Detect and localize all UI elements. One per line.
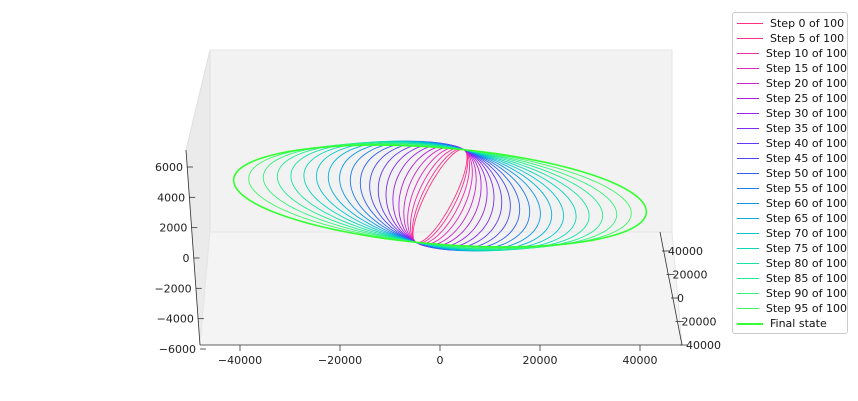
z-tick-label: 6000: [155, 161, 183, 174]
legend-entry: Step 25 of 100: [733, 91, 847, 106]
legend-swatch: [737, 83, 759, 84]
legend-entry: Step 0 of 100: [733, 16, 847, 31]
legend-swatch: [737, 308, 759, 309]
legend-label: Step 80 of 100: [765, 257, 847, 270]
legend-swatch: [737, 128, 759, 129]
legend-swatch: [737, 173, 759, 174]
legend-entry: Step 20 of 100: [733, 76, 847, 91]
legend-swatch: [737, 233, 759, 234]
legend-label: Step 30 of 100: [765, 107, 847, 120]
legend-entry: Step 45 of 100: [733, 151, 847, 166]
legend-label: Step 35 of 100: [765, 122, 847, 135]
y-tick-label: 40000: [686, 339, 721, 352]
legend-label: Step 95 of 100: [765, 302, 847, 315]
y-tick-label: 20000: [682, 316, 717, 329]
legend-entry: Final state: [733, 316, 847, 331]
y-tick-label: 0: [677, 292, 684, 305]
legend-swatch: [737, 113, 759, 114]
legend-entry: Step 30 of 100: [733, 106, 847, 121]
orbit-curves: [232, 140, 648, 252]
legend-label: Step 40 of 100: [765, 137, 847, 150]
legend-swatch: [737, 293, 759, 294]
legend-label: Step 25 of 100: [765, 92, 847, 105]
legend-entry: Step 90 of 100: [733, 286, 847, 301]
legend-swatch: [737, 23, 763, 24]
legend-label: Step 90 of 100: [765, 287, 847, 300]
legend-swatch: [737, 322, 763, 325]
legend-swatch: [737, 218, 759, 219]
legend-label: Step 20 of 100: [765, 77, 847, 90]
legend-swatch: [737, 263, 759, 264]
legend-entry: Step 95 of 100: [733, 301, 847, 316]
x-tick-label: −20000: [318, 354, 362, 367]
legend-entry: Step 80 of 100: [733, 256, 847, 271]
legend-label: Step 55 of 100: [765, 182, 847, 195]
legend-entry: Step 40 of 100: [733, 136, 847, 151]
legend-swatch: [737, 158, 759, 159]
z-tick-label: −2000: [154, 282, 191, 295]
z-axis-line: [185, 149, 201, 346]
orbit-final: [232, 144, 648, 248]
legend-entry: Step 85 of 100: [733, 271, 847, 286]
legend-label: Step 60 of 100: [765, 197, 847, 210]
legend-label: Step 50 of 100: [765, 167, 847, 180]
legend-swatch: [737, 278, 759, 279]
legend-entry: Step 55 of 100: [733, 181, 847, 196]
legend: Step 0 of 100 Step 5 of 100 Step 10 of 100…: [732, 12, 848, 334]
legend-swatch: [737, 143, 759, 144]
legend-swatch: [737, 98, 759, 99]
z-tick-label: 4000: [157, 191, 185, 204]
legend-label: Step 5 of 100: [770, 32, 845, 45]
legend-entry: Step 75 of 100: [733, 241, 847, 256]
legend-entry: Step 5 of 100: [733, 31, 847, 46]
legend-label: Step 0 of 100: [770, 17, 845, 30]
x-tick-label: 40000: [623, 354, 658, 367]
legend-label: Step 70 of 100: [765, 227, 847, 240]
legend-label: Step 10 of 100: [765, 47, 847, 60]
y-tick-label: 40000: [668, 245, 703, 258]
legend-swatch: [737, 53, 759, 54]
legend-swatch: [737, 203, 759, 204]
legend-swatch: [737, 248, 759, 249]
legend-entry: Step 65 of 100: [733, 211, 847, 226]
legend-entry: Step 50 of 100: [733, 166, 847, 181]
legend-label: Step 15 of 100: [765, 62, 847, 75]
z-tick-label: −4000: [157, 313, 194, 326]
legend-entry: Step 35 of 100: [733, 121, 847, 136]
legend-label: Step 85 of 100: [765, 272, 847, 285]
legend-entry: Step 10 of 100: [733, 46, 847, 61]
legend-label: Final state: [770, 317, 827, 330]
legend-entry: Step 60 of 100: [733, 196, 847, 211]
legend-entry: Step 15 of 100: [733, 61, 847, 76]
legend-swatch: [737, 38, 763, 39]
x-tick-label: 20000: [523, 354, 558, 367]
z-tick-label: −6000: [159, 343, 196, 356]
legend-label: Step 45 of 100: [765, 152, 847, 165]
y-tick-label: 20000: [673, 269, 708, 282]
legend-swatch: [737, 68, 759, 69]
legend-label: Step 65 of 100: [765, 212, 847, 225]
axis-ticks: −40000 −20000 0 20000 400006000400020000−200…: [154, 161, 721, 367]
x-tick-label: 0: [437, 354, 444, 367]
back-pane: [209, 49, 673, 233]
x-tick-label: −40000: [218, 354, 262, 367]
legend-label: Step 75 of 100: [765, 242, 847, 255]
legend-swatch: [737, 188, 759, 189]
z-tick-label: 2000: [159, 222, 187, 235]
z-tick-label: 0: [183, 252, 190, 265]
legend-entry: Step 70 of 100: [733, 226, 847, 241]
